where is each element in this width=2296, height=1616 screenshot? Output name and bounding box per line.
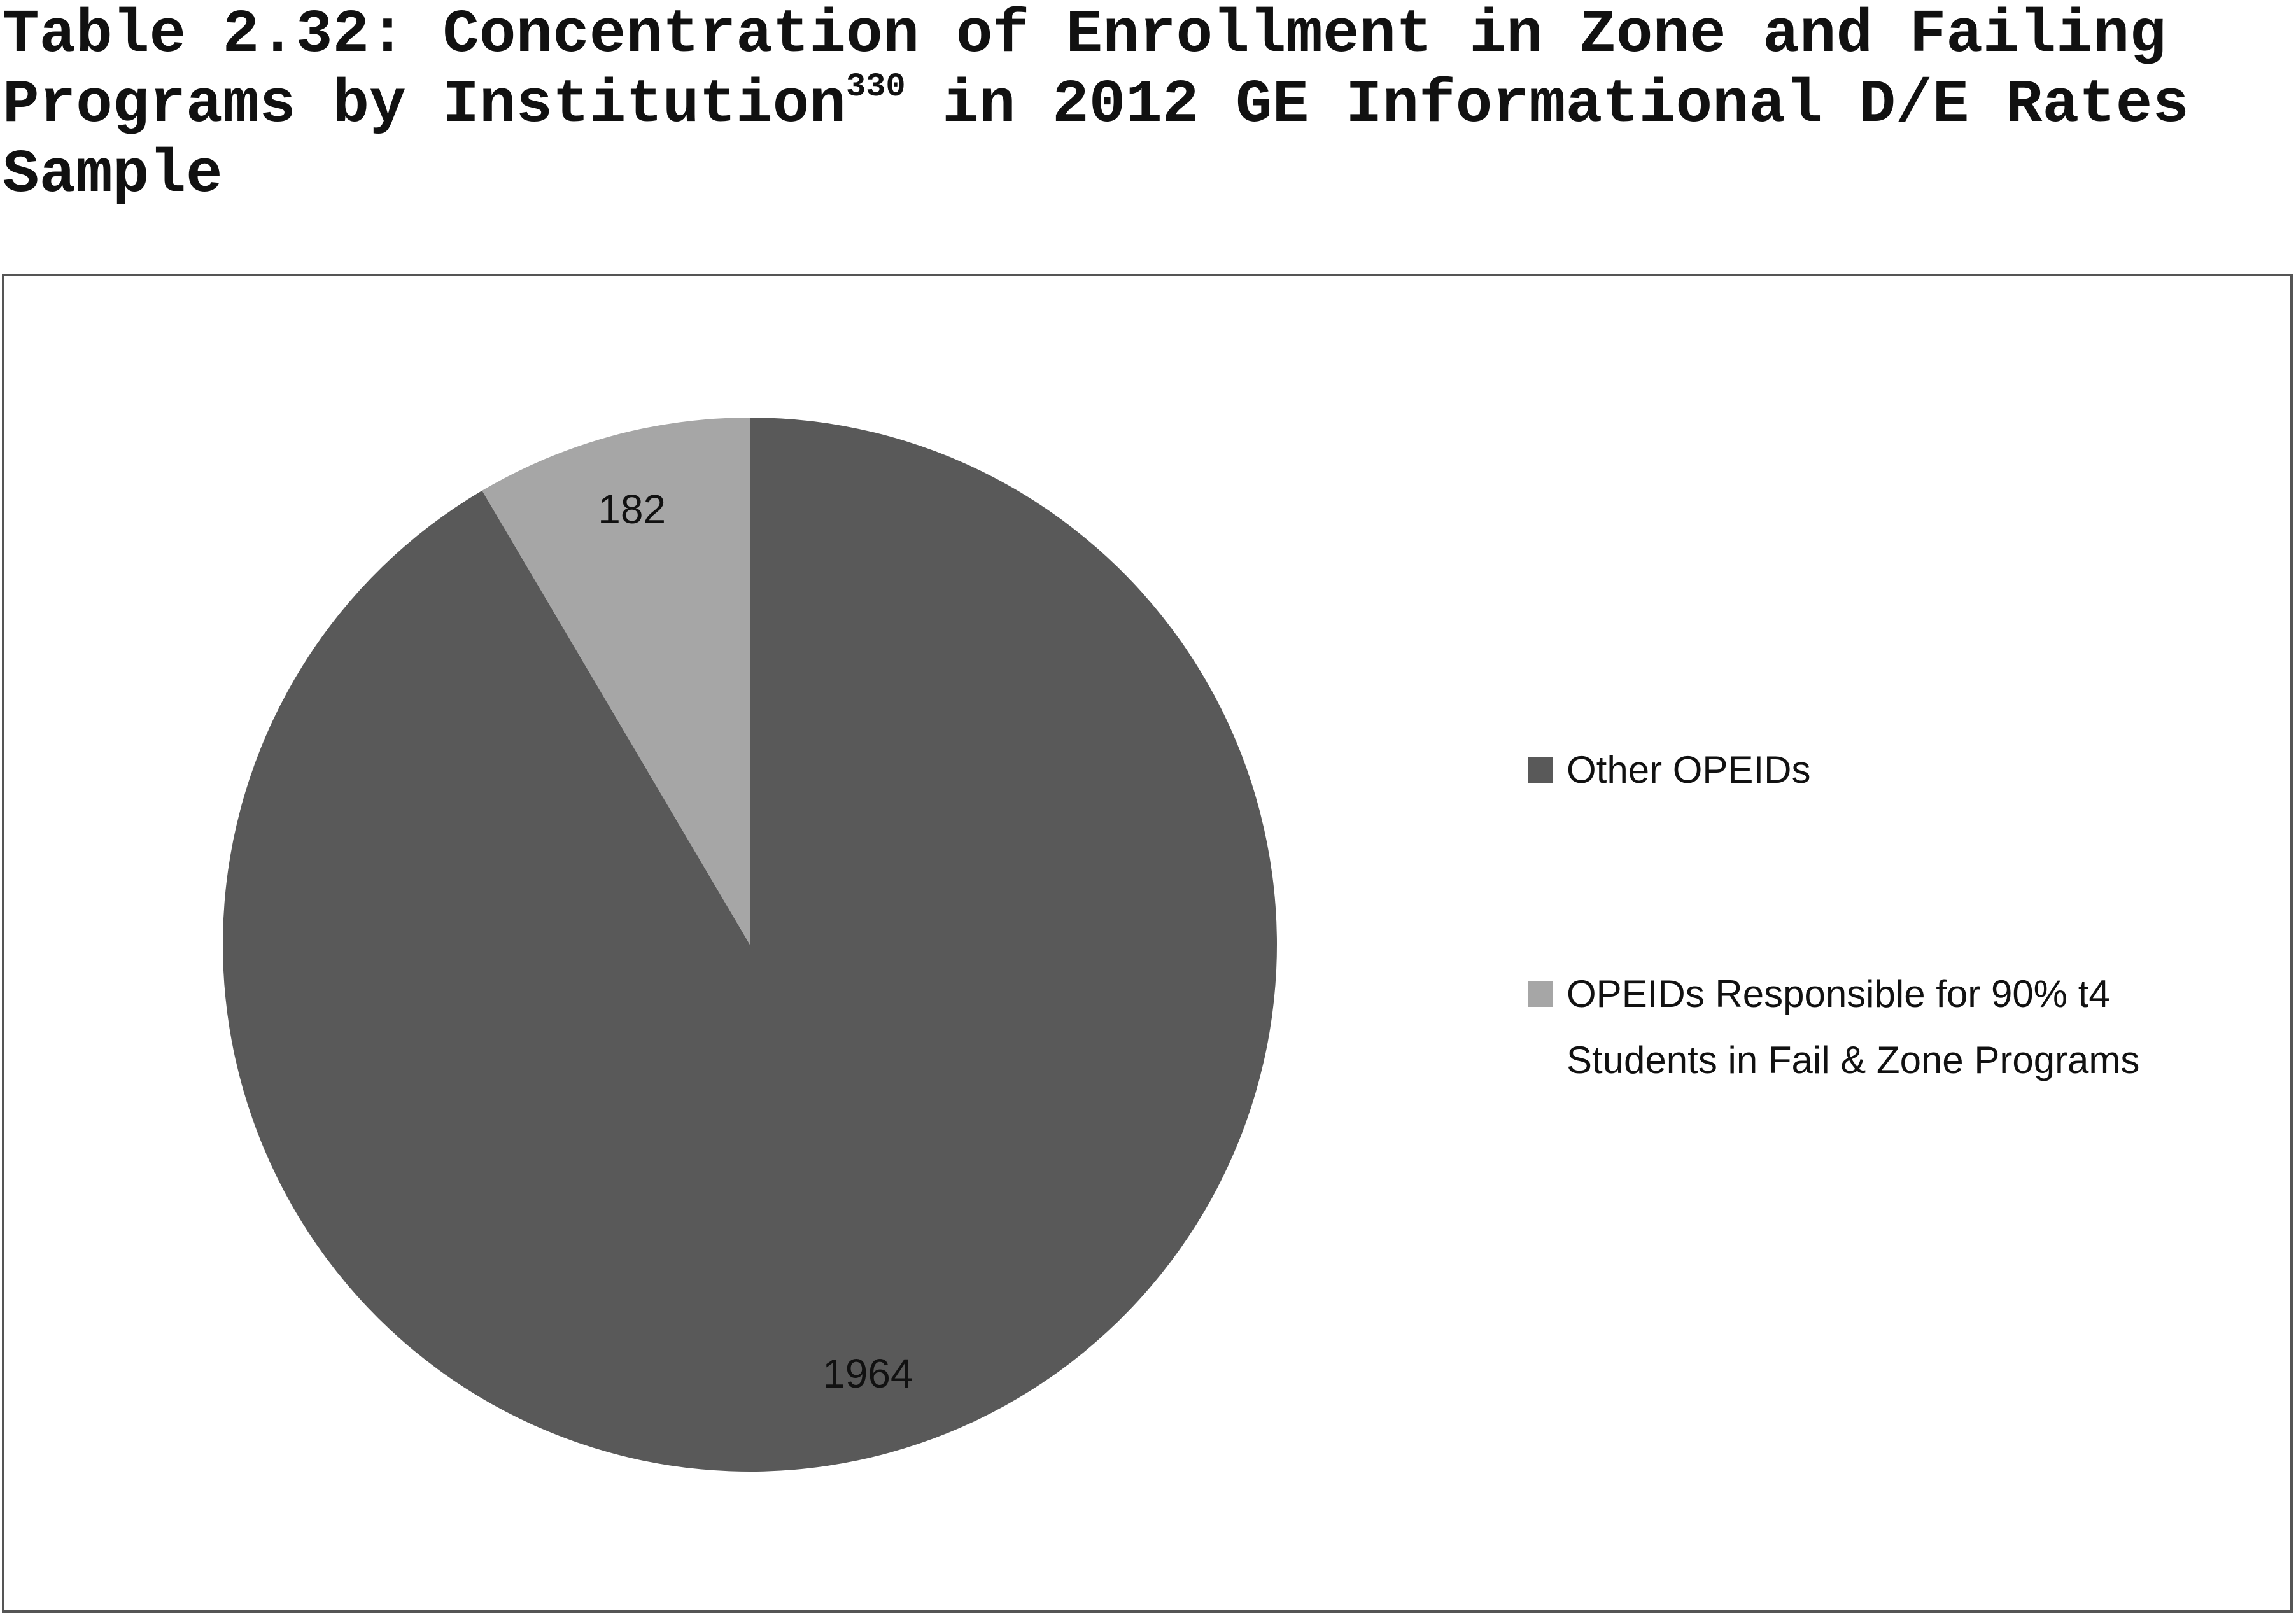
legend-label: OPEIDs Responsible for 90% t4 Students i… xyxy=(1567,973,2140,1081)
legend-swatch xyxy=(1528,757,1553,783)
chart-title: Table 2.32: Concentration of Enrollment … xyxy=(3,0,2294,210)
title-text: Table 2.32: Concentration of Enrollment … xyxy=(3,0,2166,139)
slice-label: 182 xyxy=(598,486,666,532)
slice-label: 1964 xyxy=(822,1351,913,1396)
legend-swatch xyxy=(1528,981,1553,1007)
pie-slice xyxy=(482,418,750,945)
title-continued: in 2012 GE Informational D/E Rates Sampl… xyxy=(3,70,2189,209)
legend-label: Other OPEIDs xyxy=(1567,748,1811,791)
title-footnote: 330 xyxy=(846,68,906,106)
chart-frame xyxy=(2,274,2293,1613)
